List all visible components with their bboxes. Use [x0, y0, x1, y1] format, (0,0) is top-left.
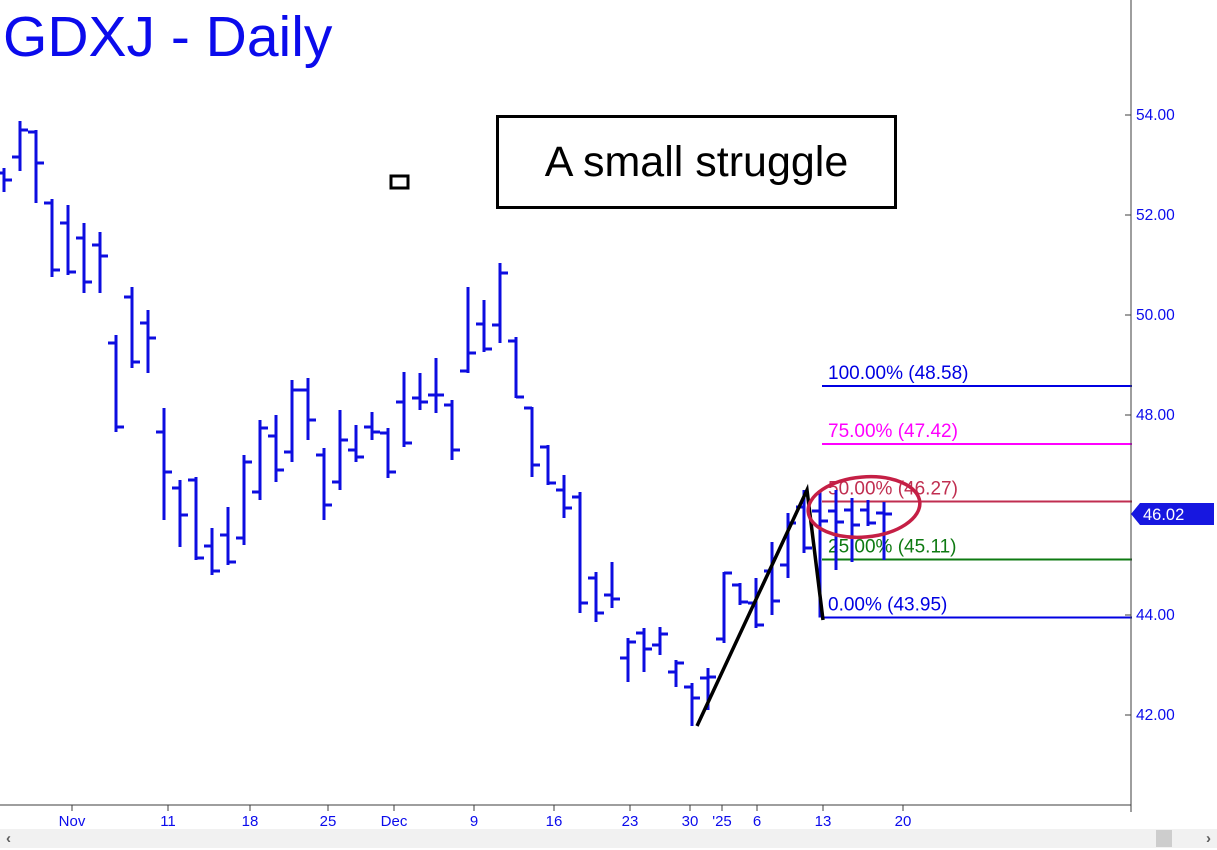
ohlc-bar — [236, 455, 252, 545]
ohlc-bar — [396, 372, 412, 447]
trendline-annotation[interactable] — [695, 483, 825, 727]
scroll-right-arrow-icon[interactable]: › — [1206, 830, 1211, 847]
ohlc-bar — [268, 415, 284, 482]
price-axis-label: 42.00 — [1136, 707, 1175, 724]
date-axis-label: 11 — [160, 813, 176, 830]
ohlc-bar — [204, 528, 220, 575]
ohlc-bar — [844, 498, 860, 562]
ohlc-bar — [364, 412, 380, 440]
price-axis-label: 48.00 — [1136, 407, 1175, 424]
fib-label-50.00%: 50.00% (46.27) — [828, 479, 958, 500]
ohlc-bar — [0, 168, 12, 192]
ohlc-bar — [12, 121, 28, 171]
ohlc-bar — [172, 480, 188, 547]
ohlc-bar — [572, 492, 588, 613]
ohlc-bar — [556, 475, 572, 518]
date-axis-label: '25 — [712, 813, 732, 830]
current-price-badge-text: 46.02 — [1143, 506, 1184, 524]
date-axis-label: 9 — [470, 813, 478, 830]
current-price-badge — [1131, 503, 1214, 525]
price-axis-label: 54.00 — [1136, 107, 1175, 124]
ohlc-bar — [716, 571, 732, 643]
ohlc-bar — [620, 638, 636, 682]
ohlc-bar — [524, 406, 540, 477]
ohlc-bar — [828, 490, 844, 570]
annotation-text-box[interactable]: A small struggle — [496, 115, 897, 209]
date-axis-label: 23 — [622, 813, 639, 830]
ohlc-bar — [76, 223, 92, 293]
ohlc-bar — [300, 378, 316, 440]
date-axis-label: Dec — [381, 813, 408, 830]
ohlc-bar — [28, 130, 44, 203]
ohlc-bar — [156, 408, 172, 520]
ellipse-annotation[interactable] — [806, 472, 923, 542]
ohlc-bar — [508, 337, 524, 399]
chart-title: GDXJ - Daily — [3, 5, 333, 69]
ohlc-bar — [444, 400, 460, 460]
date-axis-label: 18 — [242, 813, 259, 830]
ohlc-bar — [92, 232, 108, 293]
price-axis-label: 44.00 — [1136, 607, 1175, 624]
ohlc-bar — [652, 627, 668, 655]
ohlc-bar — [380, 428, 396, 478]
scroll-left-arrow-icon[interactable]: ‹ — [6, 830, 11, 847]
ohlc-bar — [476, 300, 492, 352]
ohlc-bar — [604, 562, 620, 608]
ohlc-bar — [668, 660, 684, 687]
date-axis-label: Nov — [59, 813, 86, 830]
ohlc-bar — [348, 425, 364, 462]
ohlc-bar — [316, 448, 332, 520]
date-axis-label: 6 — [753, 813, 761, 830]
fib-label-100.00%: 100.00% (48.58) — [828, 363, 969, 384]
ohlc-bar — [140, 310, 156, 373]
date-axis-label: 13 — [815, 813, 832, 830]
ohlc-bar — [492, 263, 508, 343]
ohlc-bar — [252, 420, 268, 500]
ohlc-bar — [44, 199, 60, 277]
ohlc-bar — [60, 205, 76, 275]
ohlc-bar — [636, 628, 652, 672]
ohlc-bar — [124, 287, 140, 368]
ohlc-bar — [188, 477, 204, 560]
fib-label-0.00%: 0.00% (43.95) — [828, 595, 947, 616]
price-bars — [0, 121, 892, 726]
ohlc-bar — [108, 335, 124, 432]
ohlc-bar — [460, 287, 476, 373]
date-axis-label: 20 — [895, 813, 912, 830]
price-axis-label: 52.00 — [1136, 207, 1175, 224]
scrollbar-thumb[interactable] — [1156, 830, 1172, 847]
ohlc-bar — [428, 358, 444, 413]
ohlc-bar — [540, 445, 556, 485]
ohlc-bar — [220, 507, 236, 565]
fib-label-75.00%: 75.00% (47.42) — [828, 421, 958, 442]
date-axis-label: 30 — [682, 813, 699, 830]
price-axis-label: 50.00 — [1136, 307, 1175, 324]
horizontal-scrollbar[interactable]: ‹ › — [0, 829, 1217, 848]
annotation-text: A small struggle — [544, 137, 849, 186]
ohlc-bar — [332, 410, 348, 490]
ohlc-bar — [876, 502, 892, 560]
ohlc-bar — [732, 583, 748, 605]
date-axis-label: 16 — [546, 813, 563, 830]
ohlc-bar — [412, 373, 428, 410]
ohlc-bar — [284, 380, 300, 462]
ohlc-bar — [684, 683, 700, 726]
fib-label-25.00%: 25.00% (45.11) — [828, 537, 957, 558]
ohlc-bar — [860, 500, 876, 526]
small-rect-annotation[interactable] — [389, 174, 410, 190]
date-axis-label: 25 — [320, 813, 337, 830]
ohlc-bar — [588, 572, 604, 622]
